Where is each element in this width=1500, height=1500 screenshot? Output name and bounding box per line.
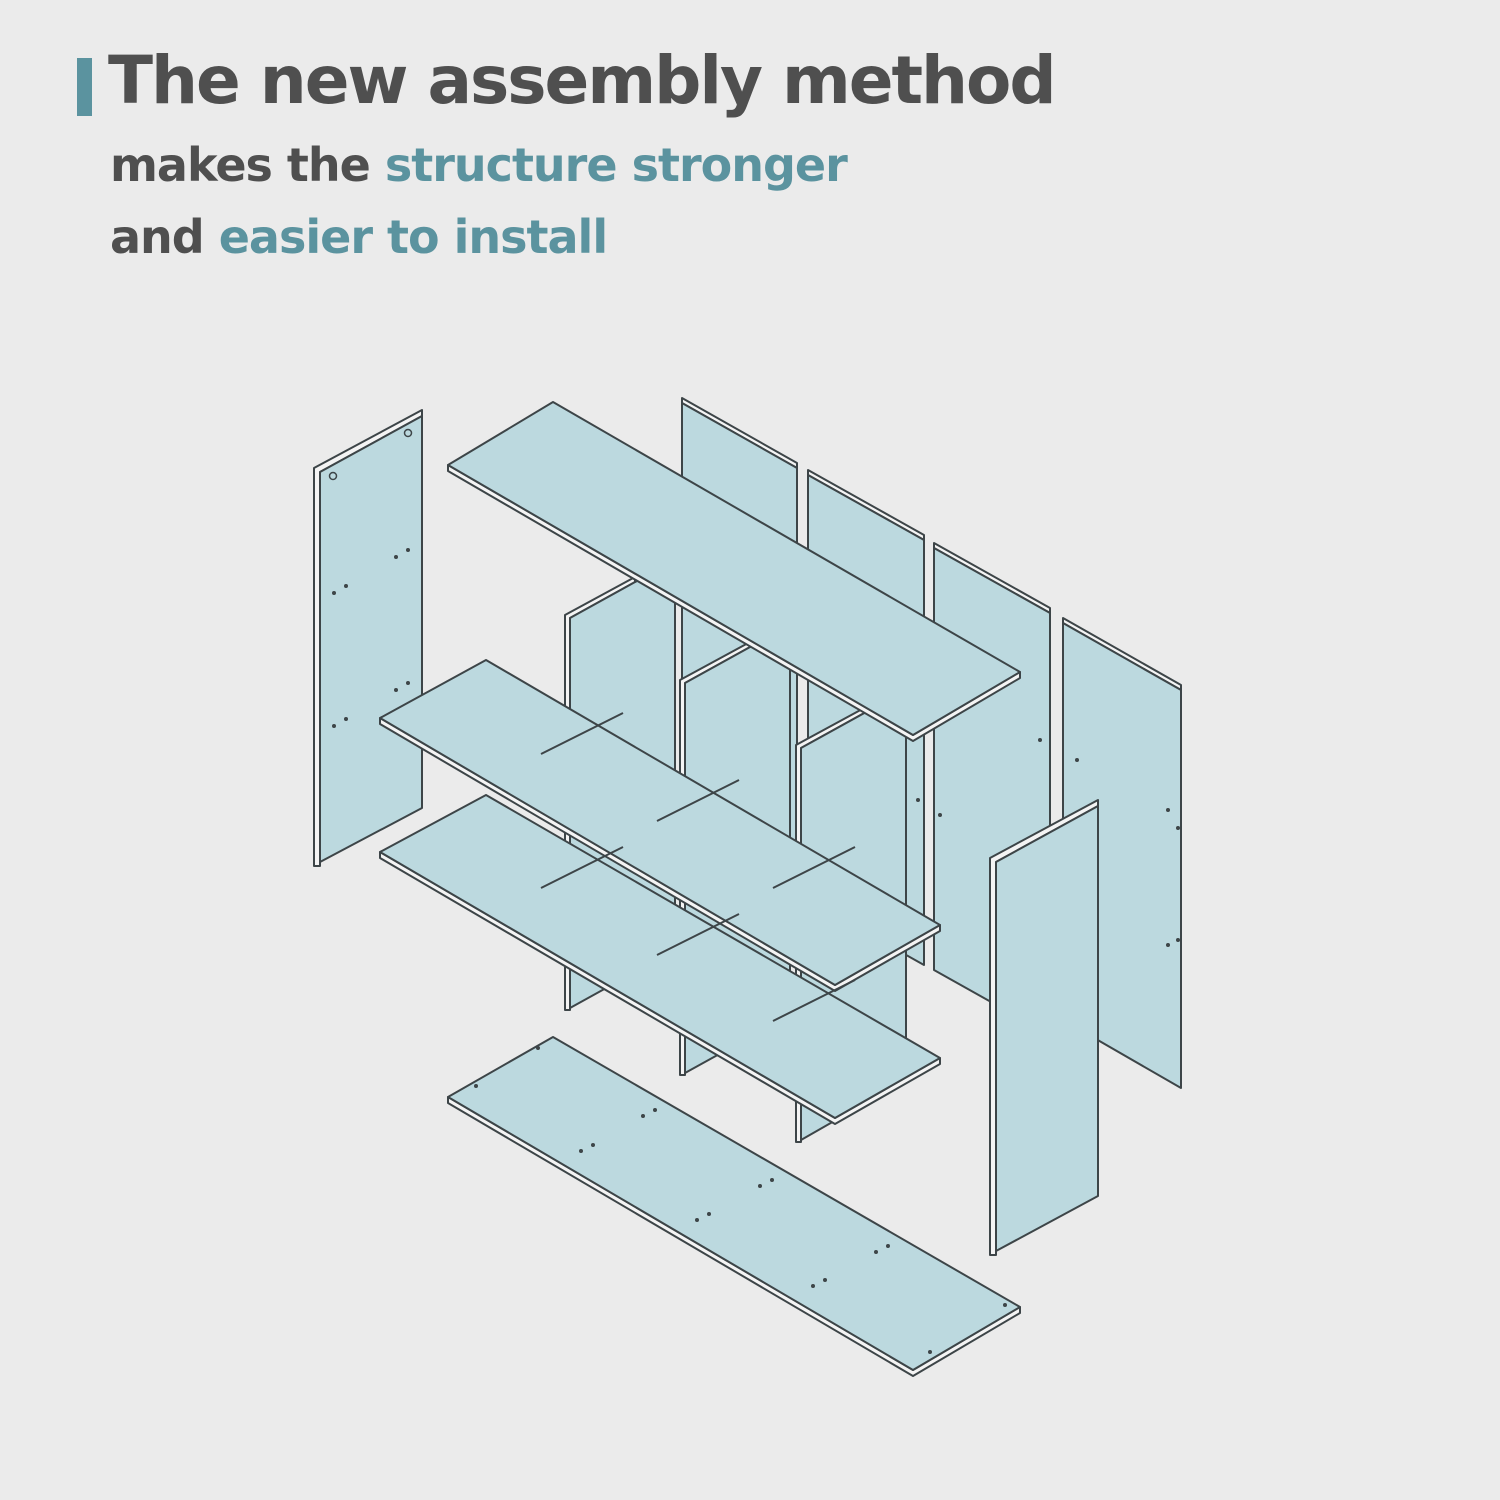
bottom-panel (447, 1036, 1021, 1377)
left-side-panel (313, 409, 423, 867)
line-2-accent: structure stronger (384, 138, 848, 192)
line-3-accent: easier to install (218, 210, 608, 264)
right-side-panel (989, 799, 1099, 1256)
top-panel (447, 401, 1021, 742)
headline-line-3: and easier to install (110, 210, 608, 264)
line-2-plain: makes the (110, 138, 371, 192)
headline-title: The new assembly method (108, 42, 1057, 119)
middle-shelf (379, 659, 941, 992)
title-accent-bar (77, 58, 92, 116)
lower-shelf (379, 794, 941, 1125)
line-3-plain: and (110, 210, 205, 264)
headline-line-2: makes the structure stronger (110, 138, 848, 192)
